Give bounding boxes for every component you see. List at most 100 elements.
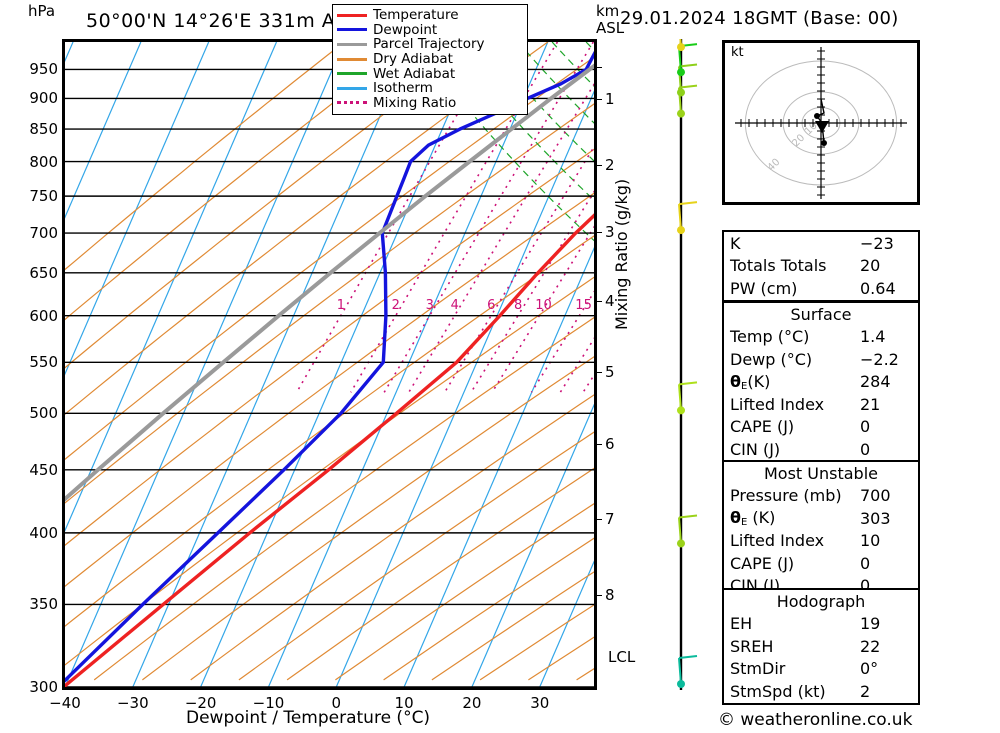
info-row-label: Totals Totals	[730, 256, 827, 276]
height-tick-mark	[594, 164, 602, 166]
dry-adiabat-line	[65, 42, 345, 271]
dry-adiabat-line	[93, 316, 594, 681]
isotherm-line	[65, 42, 345, 687]
info-row-label: Dewp (°C)	[730, 349, 813, 369]
legend-swatch-icon	[337, 101, 367, 105]
info-row-label: SREH	[730, 636, 774, 656]
wind-barb-canvas	[677, 18, 698, 690]
pressure-tick-label: 950	[29, 60, 58, 79]
info-row-value: 1.4	[860, 327, 886, 347]
info-row-value: 0	[860, 553, 871, 573]
info-row-label: Temp (°C)	[730, 327, 810, 347]
isotherm-line	[403, 246, 594, 687]
info-row: θE(K) 284	[724, 371, 918, 394]
skewt-plot[interactable]: 12346810152025	[62, 39, 597, 690]
pressure-tick-label: 550	[29, 353, 58, 372]
info-row: Pressure (mb) 700	[724, 485, 918, 508]
hodograph-stats-box: Hodograph EH 19 SREH 22 StmDir 0° StmSpd (kt) 2	[722, 588, 920, 705]
legend-item: Parcel Trajectory	[337, 36, 523, 52]
info-row-value: −23	[860, 233, 894, 253]
mixing-ratio-value-label: 4	[450, 297, 459, 313]
info-row-value: 284	[860, 372, 891, 392]
profile-temperature-line	[65, 213, 594, 687]
dry-adiabat-line	[65, 56, 594, 461]
info-row-value: 22	[860, 636, 881, 656]
profile-dewpoint-line	[65, 50, 594, 683]
legend-item-label: Mixing Ratio	[373, 94, 457, 111]
height-tick-label: 8	[605, 586, 615, 605]
wind-barb-dot	[677, 539, 685, 548]
wind-barb-shaft	[678, 204, 682, 231]
most-unstable-parcel-box: Most Unstable Pressure (mb) 700 θE (K) 303 Li…	[722, 460, 920, 599]
height-tick-label: 6	[605, 435, 615, 454]
info-box-heading: Hodograph	[776, 591, 866, 611]
legend-item: Wet Adiabat	[337, 66, 523, 82]
legend-item: Isotherm	[337, 80, 523, 96]
hodograph-unit-label: kt	[731, 45, 744, 60]
mixing-ratio-value-label: 3	[425, 297, 434, 313]
height-tick-label: 7	[605, 509, 615, 528]
info-row: Totals Totals 20	[724, 255, 918, 278]
height-tick-label: 2	[605, 155, 615, 174]
info-row: CAPE (J) 0	[724, 552, 918, 575]
info-row-value: 10	[860, 531, 881, 551]
mixing-ratio-value-label: 15	[575, 297, 592, 313]
isotherm-line	[267, 42, 549, 687]
dry-adiabat-line	[335, 503, 594, 681]
info-row: K −23	[724, 232, 918, 255]
wind-barb-flag	[678, 63, 698, 68]
legend-swatch-icon	[337, 72, 367, 76]
legend: Temperature Dewpoint Parcel Trajectory Dry …	[332, 4, 528, 116]
legend-item: Dewpoint	[337, 21, 523, 38]
info-row-value: 303	[860, 508, 891, 528]
info-row-label: PW (cm)	[730, 278, 798, 298]
info-row-value: 20	[860, 256, 881, 276]
pressure-axis-unit-label: hPa	[28, 2, 56, 20]
copyright-notice: © weatheronline.co.uk	[718, 710, 913, 730]
height-tick-mark	[594, 99, 602, 101]
wind-barb-column	[655, 18, 713, 690]
isotherm-line	[539, 560, 594, 687]
wind-barb-flag	[678, 655, 698, 659]
skewt-canvas	[65, 42, 594, 687]
info-row-value: 700	[860, 486, 891, 506]
forecast-date-title: 29.01.2024 18GMT (Base: 00)	[620, 8, 899, 29]
lcl-marker-label: LCL	[608, 648, 636, 666]
info-row: Lifted Index 21	[724, 393, 918, 416]
dry-adiabat-line	[238, 431, 594, 681]
pressure-tick-label: 650	[29, 263, 58, 282]
mixing-ratio-value-label: 8	[513, 297, 523, 313]
info-row-value: 19	[860, 614, 881, 634]
info-row: CAPE (J) 0	[724, 416, 918, 439]
isotherm-line	[132, 42, 413, 687]
info-row: SREH 22	[724, 635, 918, 658]
info-row-label: CAPE (J)	[730, 553, 795, 573]
wind-barb	[677, 655, 698, 688]
temperature-tick-label: −30	[116, 694, 149, 712]
info-heading-row: Most Unstable	[724, 462, 918, 485]
info-row-value: 21	[860, 394, 881, 414]
info-row-label: Lifted Index	[730, 394, 825, 414]
wind-barb-shaft	[678, 517, 682, 544]
info-row: Lifted Index 10	[724, 530, 918, 553]
wind-barb-flag	[678, 84, 698, 89]
info-row-value: 0	[860, 576, 871, 596]
info-row: Dewp (°C) −2.2	[724, 348, 918, 371]
hodograph-ring-label: 40	[766, 157, 783, 174]
height-tick-label: 1	[605, 90, 615, 109]
dry-adiabat-line	[142, 356, 594, 681]
dry-adiabat-line	[65, 276, 594, 666]
legend-item-label: Dewpoint	[373, 21, 438, 38]
height-tick-label: 5	[605, 362, 615, 381]
isotherm-line	[335, 90, 594, 687]
info-row-value: 0.64	[860, 278, 896, 298]
info-row-label: StmDir	[730, 659, 786, 679]
info-box-heading: Most Unstable	[764, 463, 878, 483]
dry-adiabat-line	[65, 42, 549, 415]
wind-barb-shaft	[678, 657, 682, 685]
info-heading-row: Hodograph	[724, 590, 918, 613]
profile-parcel-trajectory-line	[65, 63, 594, 502]
wet-adiabat-line	[449, 42, 594, 201]
hodograph[interactable]: kt 10 20 40	[722, 40, 920, 205]
hodograph-ring-label: 20	[791, 133, 808, 150]
